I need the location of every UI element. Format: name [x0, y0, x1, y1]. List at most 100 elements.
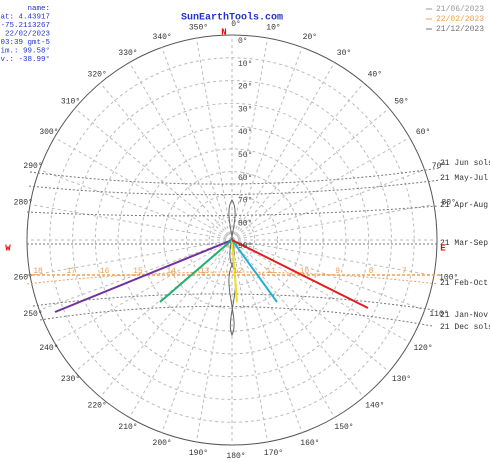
azimuth-ray — [99, 239, 233, 398]
azimuth-label: 10° — [266, 23, 280, 32]
elevation-ring — [72, 80, 392, 400]
azimuth-ray — [231, 239, 410, 343]
azimuth-label: 50° — [394, 97, 408, 106]
azimuth-label: 30° — [337, 49, 351, 58]
azimuth-ray — [74, 239, 233, 373]
hour-label: 10 — [300, 267, 310, 276]
path-dec — [39, 305, 433, 327]
azimuth-label: 310° — [61, 97, 80, 106]
azimuth-ray — [231, 47, 303, 241]
azimuth-label: 230° — [61, 375, 80, 384]
azimuth-ray — [129, 62, 233, 241]
sun-path-label: 21 Dec solstice — [440, 323, 490, 332]
elevation-ring — [185, 193, 279, 287]
azimuth-label: 80° — [442, 199, 456, 208]
azimuth-label: 200° — [153, 439, 172, 448]
azimuth-label: 110° — [429, 310, 448, 319]
elevation-ring — [117, 125, 347, 355]
azimuth-ray — [30, 203, 233, 241]
path-feb — [26, 271, 439, 285]
azimuth-label: 60° — [416, 128, 430, 137]
azimuth-ray — [231, 239, 269, 442]
hour-label: 9 — [335, 267, 340, 276]
azimuth-ray — [231, 137, 410, 241]
azimuth-ray — [231, 239, 390, 373]
azimuth-label: 160° — [300, 439, 319, 448]
azimuth-ray — [99, 82, 233, 241]
info-line: time: 03:39 gmt-5 — [0, 39, 50, 47]
azimuth-ray — [195, 239, 233, 442]
hour-label: 14 — [166, 267, 176, 276]
hour-label: 18 — [33, 267, 43, 276]
sun-path-label: 21 Jun solstice — [440, 159, 490, 168]
azimuth-ray — [231, 239, 303, 433]
sun-path-label: 21 May-Jul — [440, 174, 488, 183]
info-line: elev.: -38.99° — [0, 55, 50, 64]
info-line: date: 22/02/2023 — [0, 30, 50, 38]
line-red — [231, 239, 369, 309]
azimuth-ray — [231, 62, 335, 241]
azimuth-label: 280° — [14, 199, 33, 208]
azimuth-label: 260° — [14, 274, 33, 283]
sun-paths — [26, 167, 441, 337]
elevation-label: 50° — [238, 151, 252, 160]
sun-path-label: 21 Mar-Sep — [440, 239, 488, 248]
hour-label: 15 — [133, 267, 143, 276]
azimuth-label: 20° — [303, 33, 317, 42]
title: SunEarthTools.com — [181, 12, 283, 24]
legend-label: 21/06/2023 — [436, 5, 484, 14]
azimuth-ray — [30, 239, 233, 277]
elevation-label: 60° — [238, 174, 252, 183]
hour-label: 8 — [369, 267, 374, 276]
azimuth-label: 340° — [153, 33, 172, 42]
azimuth-label: 350° — [189, 23, 208, 32]
azimuth-label: 70° — [432, 162, 446, 171]
west: W — [5, 243, 11, 253]
azimuth-label: 0° — [231, 20, 241, 29]
azimuth-label: 40° — [368, 71, 382, 80]
line-green — [159, 239, 233, 303]
labels: 0° 10° 20° 30° 40° 50° 60° 70° 80° 10 0° 110° 120° 13… — [0, 5, 490, 461]
azimuth-label: 220° — [88, 402, 107, 411]
path-jun — [29, 167, 441, 185]
north: N — [221, 27, 226, 37]
azimuth-ray — [231, 239, 365, 398]
elevation-label: 90° — [238, 242, 252, 251]
legend-label: 21/12/2023 — [436, 25, 484, 34]
azimuth-ray — [231, 169, 425, 241]
azimuth-label: 170° — [264, 449, 283, 458]
sun-path-label: 21 Jan-Nov — [440, 311, 488, 320]
line-purple — [54, 239, 233, 313]
azimuth-label: 300° — [39, 128, 58, 137]
azimuth-ray — [231, 82, 365, 241]
azimuth-ray — [54, 239, 233, 343]
azimuth-ray — [161, 47, 233, 241]
line-cyan — [231, 239, 278, 303]
path-may — [28, 179, 441, 196]
azimuth-ray — [231, 239, 335, 418]
azimuth-label: 140° — [365, 402, 384, 411]
azimuth-label: 150° — [334, 423, 353, 432]
azimuth-label: 290° — [23, 162, 42, 171]
azimuth-label: 210° — [118, 423, 137, 432]
azimuth-ray — [231, 107, 390, 241]
legend-label: 22/02/2023 — [436, 15, 484, 24]
elevation-label: 40° — [238, 128, 252, 137]
elevation-label: 70° — [238, 197, 252, 206]
azimuth-ray — [231, 203, 434, 241]
elevation-label: 30° — [238, 105, 252, 114]
azimuth-ray — [129, 239, 233, 418]
azimuth-label: 120° — [413, 344, 432, 353]
azimuth-ray — [54, 137, 233, 241]
east: E — [440, 243, 446, 253]
azimuth-label: 320° — [88, 71, 107, 80]
elevation-label: 20° — [238, 83, 252, 92]
sun-path-label: 21 Apr-Aug — [440, 201, 488, 210]
azimuth-label: 130° — [392, 375, 411, 384]
path-apr — [26, 205, 439, 217]
elevation-label: 0° — [238, 37, 248, 46]
elevation-ring — [208, 216, 256, 264]
azimuth-ray — [39, 169, 233, 241]
